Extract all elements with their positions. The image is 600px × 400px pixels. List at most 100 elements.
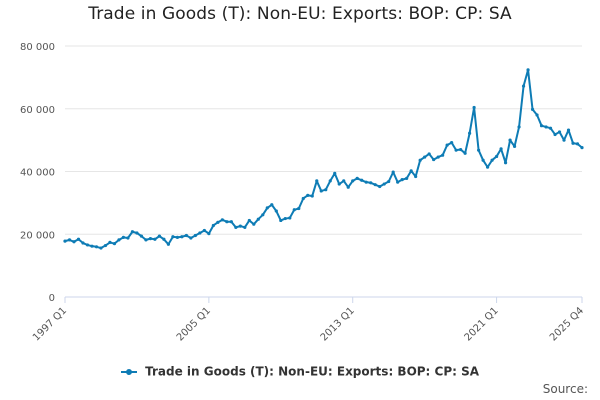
data-point[interactable] [521,84,526,88]
data-point[interactable] [279,218,283,223]
data-point[interactable] [351,179,355,183]
data-point[interactable] [418,158,422,162]
data-point[interactable] [94,245,99,249]
data-point[interactable] [387,179,391,184]
data-point[interactable] [382,182,386,186]
data-point[interactable] [121,235,126,239]
data-point[interactable] [265,206,269,210]
data-point[interactable] [108,240,112,245]
data-point[interactable] [427,152,431,156]
data-point[interactable] [400,178,404,182]
data-point[interactable] [117,238,121,242]
data-point[interactable] [99,246,103,250]
data-point[interactable] [562,138,566,142]
source-credit[interactable]: Source: [542,382,588,396]
data-point[interactable] [405,176,409,180]
data-point[interactable] [468,131,472,135]
data-point[interactable] [238,224,242,228]
data-point[interactable] [292,208,296,212]
data-point[interactable] [144,238,148,242]
data-point[interactable] [270,203,274,207]
data-point[interactable] [139,234,144,238]
data-point[interactable] [189,236,193,240]
data-point[interactable] [503,161,508,165]
data-point[interactable] [162,237,166,241]
data-point[interactable] [450,141,454,145]
data-point[interactable] [432,157,436,162]
data-point[interactable] [481,158,485,162]
data-point[interactable] [85,243,90,247]
data-point[interactable] [378,184,382,189]
data-point[interactable] [414,174,418,179]
data-point[interactable] [360,178,364,182]
data-point[interactable] [126,236,130,240]
data-point[interactable] [445,143,449,147]
data-point[interactable] [494,154,499,159]
data-point[interactable] [234,225,238,229]
data-point[interactable] [76,237,81,241]
data-point[interactable] [171,235,175,239]
data-point[interactable] [157,234,162,238]
data-point[interactable] [229,220,233,224]
data-point[interactable] [566,128,571,132]
data-point[interactable] [396,180,400,184]
data-point[interactable] [198,231,202,235]
data-point[interactable] [256,217,260,221]
data-point[interactable] [548,126,553,130]
data-point[interactable] [355,176,359,180]
data-point[interactable] [463,151,467,155]
data-point[interactable] [315,179,319,183]
data-point[interactable] [571,141,575,145]
data-point[interactable] [459,147,463,152]
data-point[interactable] [580,146,584,150]
data-point[interactable] [306,193,310,197]
data-point[interactable] [252,222,256,226]
legend[interactable]: Trade in Goods (T): Non-EU: Exports: BOP… [0,364,600,379]
data-point[interactable] [512,144,517,148]
data-point[interactable] [310,194,314,198]
data-point[interactable] [346,185,350,189]
data-point[interactable] [575,142,580,146]
data-point[interactable] [499,147,503,151]
data-point[interactable] [243,225,247,229]
data-point[interactable] [535,113,539,117]
data-point[interactable] [337,182,341,186]
data-point[interactable] [112,242,117,246]
data-point[interactable] [328,179,332,183]
data-point[interactable] [207,232,211,236]
data-point[interactable] [166,242,170,246]
data-point[interactable] [153,237,157,241]
data-point[interactable] [508,138,512,142]
data-point[interactable] [319,189,323,193]
data-point[interactable] [333,171,337,175]
data-point[interactable] [530,107,535,111]
data-point[interactable] [301,196,305,201]
data-point[interactable] [423,155,427,159]
data-point[interactable] [202,228,206,233]
data-point[interactable] [220,218,224,222]
data-point[interactable] [67,238,72,242]
data-point[interactable] [557,130,562,134]
data-point[interactable] [184,233,188,238]
data-point[interactable] [364,180,368,184]
data-point[interactable] [211,223,215,228]
data-point[interactable] [297,206,301,211]
data-point[interactable] [485,165,490,169]
data-point[interactable] [261,213,265,217]
data-point[interactable] [441,153,445,157]
data-point[interactable] [148,237,153,241]
data-point[interactable] [135,231,139,235]
data-point[interactable] [539,124,544,128]
data-point[interactable] [373,183,377,187]
data-point[interactable] [90,244,94,248]
data-point[interactable] [283,216,287,221]
data-point[interactable] [342,179,346,183]
data-point[interactable] [477,148,481,152]
data-point[interactable] [454,148,458,152]
data-point[interactable] [193,233,197,238]
data-point[interactable] [472,105,476,110]
data-point[interactable] [175,235,179,239]
data-point[interactable] [544,125,548,129]
data-point[interactable] [369,181,373,185]
data-point[interactable] [247,218,251,223]
